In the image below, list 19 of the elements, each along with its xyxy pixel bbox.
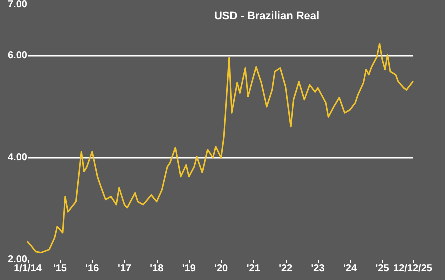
x-tick-label: '19	[182, 264, 196, 274]
x-tick-label: 12/12/25	[394, 264, 433, 274]
x-tick-label: '17	[118, 264, 132, 274]
y-tick-label: 2.00	[8, 254, 28, 266]
x-tick-label: '16	[86, 264, 100, 274]
x-tick-label: 1/1/14	[14, 264, 42, 274]
y-tick-label: 4.00	[8, 152, 28, 164]
y-tick-label: 6.00	[8, 50, 28, 62]
x-tick-label: '24	[344, 264, 358, 274]
x-tick-label: '23	[311, 264, 326, 274]
x-tick-label: '18	[150, 264, 164, 274]
x-tick-label: '25	[376, 264, 390, 274]
text: USD - Brazilian Real	[214, 10, 320, 22]
x-tick-label: '21	[246, 264, 261, 274]
line-series	[27, 43, 414, 254]
x-tick-label: '15	[53, 264, 68, 274]
y-tick-label: 7.00	[8, 0, 28, 10]
x-tick-label: '22	[279, 264, 294, 274]
x-tick-label: '20	[214, 264, 229, 274]
